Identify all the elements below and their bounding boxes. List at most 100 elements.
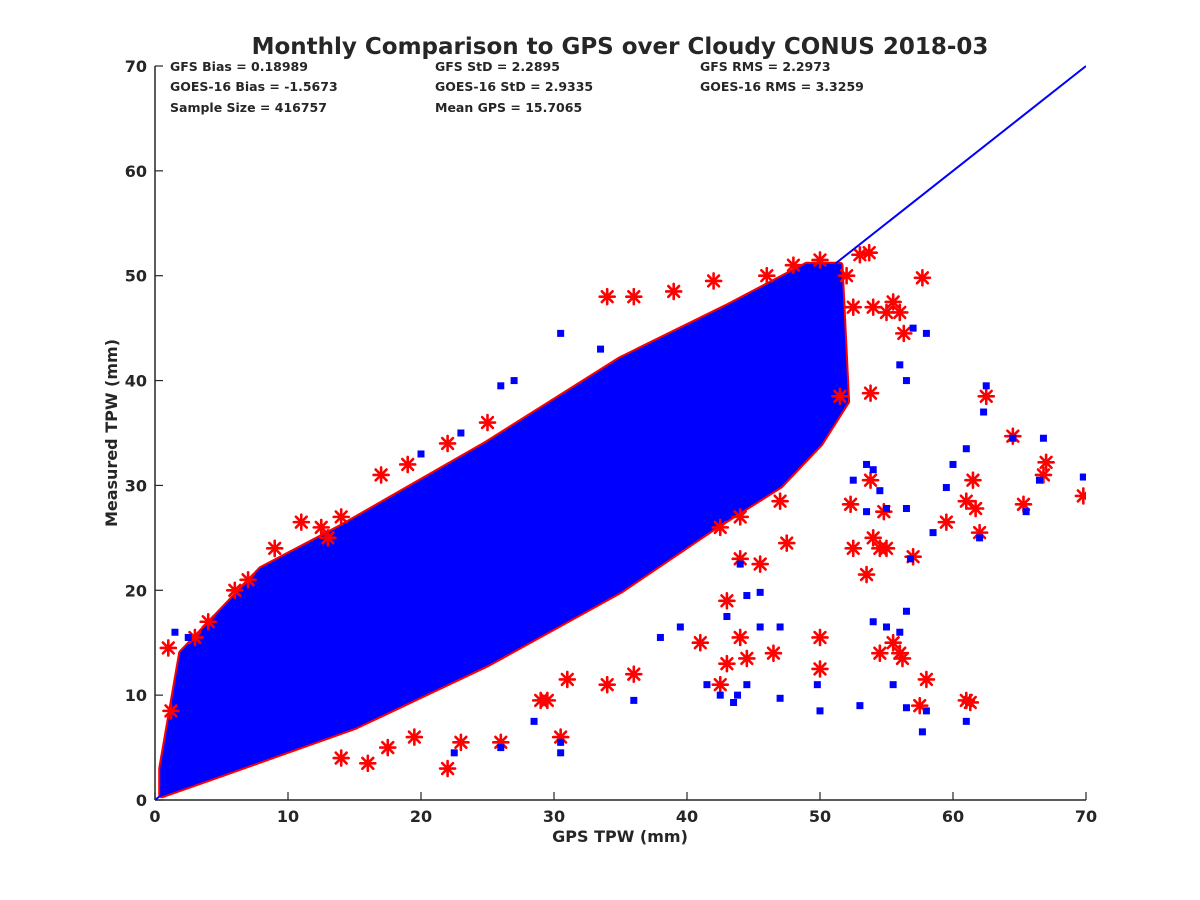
y-tick-label: 50 (125, 267, 147, 286)
gfs-point (877, 539, 896, 558)
goes16-point (869, 618, 877, 626)
gfs-point (764, 644, 783, 663)
stat-goes-std: GOES-16 StD = 2.9335 (435, 79, 593, 94)
gfs-point (894, 324, 913, 343)
gfs-point (319, 529, 337, 547)
gfs-point (917, 670, 936, 689)
gfs-point (664, 282, 683, 301)
gfs-point (226, 581, 244, 600)
gfs-point (871, 644, 889, 663)
goes16-point (922, 707, 930, 715)
goes16-point (756, 623, 764, 631)
gfs-point (438, 434, 457, 453)
x-tick-label: 10 (277, 807, 299, 826)
gfs-point (159, 639, 178, 657)
gfs-point (718, 591, 736, 610)
x-tick-label: 20 (410, 807, 432, 826)
gfs-point (478, 413, 497, 432)
gfs-point (162, 702, 180, 720)
goes16-point (457, 429, 465, 437)
gfs-point (811, 660, 829, 678)
goes16-point (776, 623, 784, 631)
y-tick-label: 0 (136, 791, 147, 810)
gfs-point (405, 728, 424, 746)
gfs-point (711, 518, 730, 537)
gfs-point (265, 539, 284, 558)
goes16-point (756, 588, 764, 596)
goes16-point (816, 707, 824, 715)
goes16-point (1035, 476, 1043, 484)
x-tick-label: 60 (942, 807, 964, 826)
goes16-point (730, 698, 738, 706)
x-tick-label: 30 (543, 807, 565, 826)
goes16-point (450, 749, 458, 757)
goes16-point (734, 691, 742, 699)
gfs-point (731, 628, 750, 647)
gfs-point (893, 649, 912, 668)
dense-sample-band (158, 261, 851, 799)
gfs-point (751, 555, 769, 573)
reference-line-group (155, 65, 1086, 801)
gfs-point (811, 251, 829, 269)
goes16-point (863, 508, 871, 516)
goes16-point (863, 460, 871, 468)
goes16-point (902, 704, 910, 712)
goes16-point (184, 633, 192, 641)
goes16-point (597, 345, 605, 353)
axes (154, 66, 1086, 801)
goes16-point (557, 749, 565, 757)
goes16-point (849, 476, 857, 484)
goes16-point (949, 460, 957, 468)
gfs-point (239, 570, 257, 589)
gfs-point (966, 499, 985, 518)
gfs-point (837, 266, 856, 285)
gfs-point (1074, 487, 1086, 505)
goes16-point (889, 681, 897, 689)
gfs-point (970, 523, 989, 542)
gfs-point (691, 633, 710, 652)
gfs-point (199, 612, 217, 631)
goes16-point (918, 728, 926, 736)
goes16-point (1009, 434, 1017, 442)
goes16-point (497, 382, 505, 390)
stat-goes-bias: GOES-16 Bias = -1.5673 (170, 79, 338, 94)
gfs-point (910, 696, 929, 715)
gfs-point (558, 670, 577, 689)
goes16-point (530, 717, 538, 725)
stat-gfs-bias: GFS Bias = 0.18989 (170, 59, 308, 74)
gfs-point (964, 471, 982, 489)
gfs-point (777, 534, 796, 552)
chart-title: Monthly Comparison to GPS over Cloudy CO… (252, 34, 989, 60)
goes16-point (896, 361, 904, 369)
gfs-point (378, 738, 397, 757)
x-tick-label: 0 (149, 807, 160, 826)
goes16-point (962, 717, 970, 725)
goes16-point (922, 329, 930, 337)
gfs-point (884, 293, 902, 311)
y-axis-label: Measured TPW (mm) (102, 339, 121, 527)
gfs-point (811, 628, 829, 647)
goes16-point (417, 450, 425, 458)
goes16-point (869, 466, 877, 474)
axis-ticks: 0 10 20 30 40 50 60 70 0 10 20 30 40 50 60 70 (125, 57, 1097, 826)
y-tick-label: 20 (125, 581, 147, 600)
goes16-point (743, 592, 751, 600)
goes16-point (557, 329, 565, 337)
goes16-point (736, 560, 744, 568)
gfs-point (771, 492, 789, 510)
goes16-point (962, 445, 970, 453)
gfs-point (844, 298, 863, 316)
gfs-point (861, 384, 880, 402)
goes16-point (171, 628, 179, 636)
goes16-point (942, 484, 950, 492)
goes16-point (876, 487, 884, 495)
goes16-point (1039, 434, 1047, 442)
goes16-point (656, 633, 664, 641)
gfs-point (957, 492, 976, 510)
goes16-point (497, 744, 505, 752)
goes16-point (909, 324, 917, 332)
stat-gfs-rms: GFS RMS = 2.2973 (700, 59, 831, 74)
gfs-point (598, 675, 617, 694)
gfs-point (731, 508, 750, 526)
